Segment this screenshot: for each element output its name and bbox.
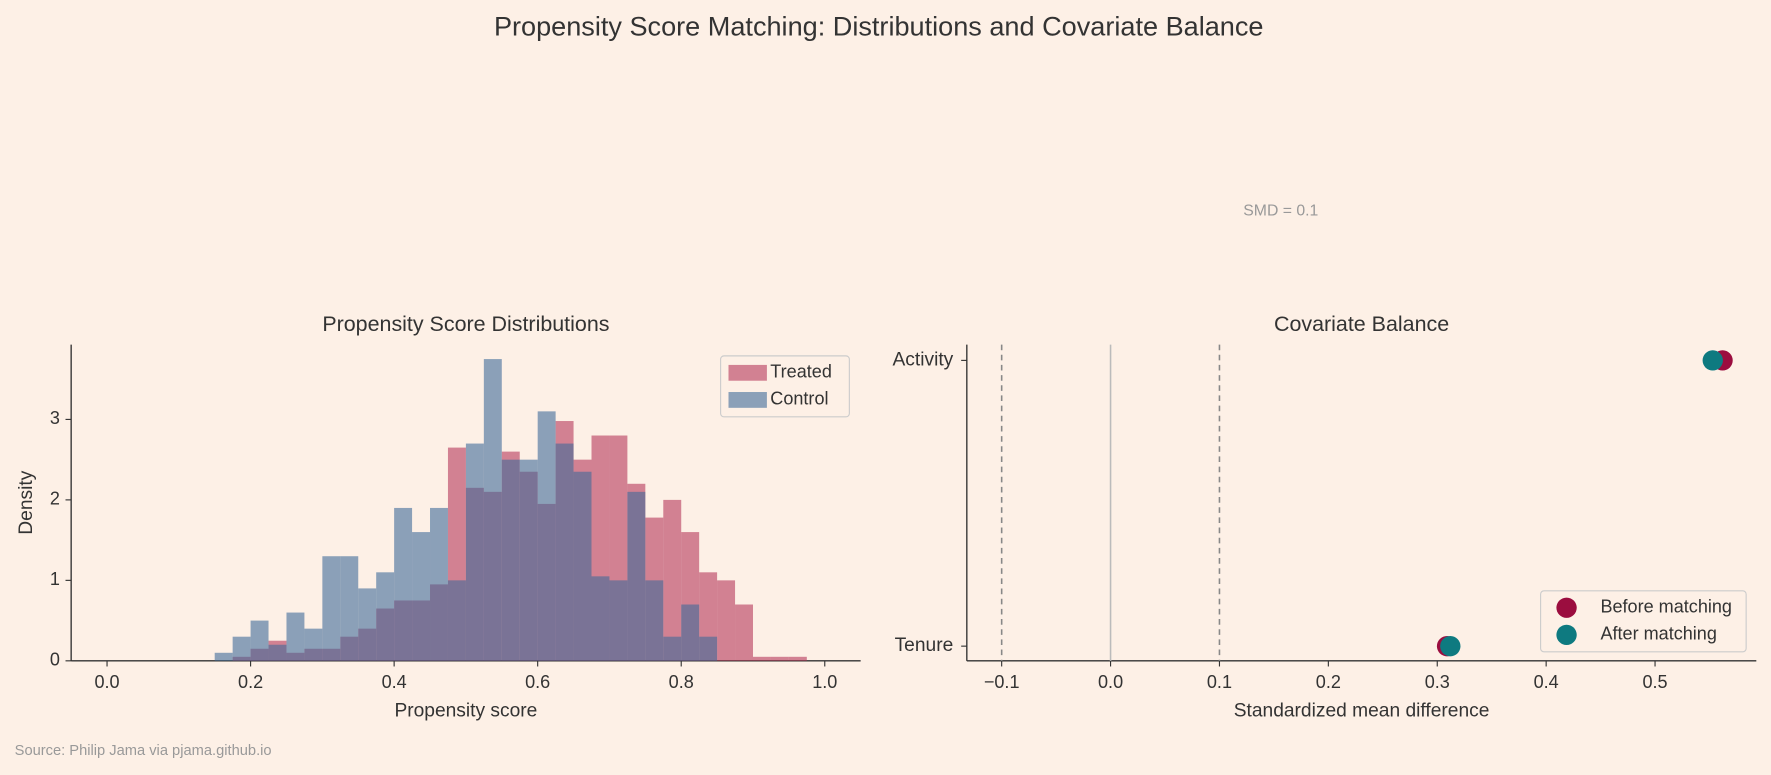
histogram-bar [501, 459, 520, 661]
histogram-bar [609, 580, 628, 661]
x-tick-label: 0.0 [1098, 672, 1123, 692]
legend-label: Before matching [1600, 597, 1732, 617]
y-tick-label: 2 [50, 489, 60, 509]
legend-label: Control [770, 389, 828, 409]
histogram-bar [286, 612, 305, 661]
source: Source: Philip Jama via pjama.github.io [15, 743, 272, 759]
legend-swatch [728, 364, 767, 381]
legend-marker [1556, 624, 1577, 646]
histogram-bar [358, 588, 377, 661]
legend-marker [1556, 597, 1577, 618]
x-tick-label: 0.0 [94, 672, 119, 692]
x-axis-title: Propensity score [394, 701, 537, 722]
x-tick-label: 0.1 [1207, 672, 1232, 692]
x-tick-label: 0.6 [525, 672, 550, 692]
histogram-bar [214, 652, 233, 661]
legend-swatch [728, 392, 767, 408]
histogram-bar [681, 604, 700, 661]
histogram-bar [304, 628, 323, 661]
y-tick-label: 1 [50, 569, 60, 589]
histogram-bar [322, 556, 341, 661]
histogram-bar [232, 636, 251, 661]
histogram-bar [699, 636, 718, 661]
x-tick-label: 0.3 [1425, 672, 1450, 692]
histogram-bar [519, 459, 538, 661]
histogram-bar [717, 580, 736, 661]
histogram-bar [250, 620, 269, 661]
x-axis-title: Standardized mean difference [1234, 701, 1490, 722]
dot [1440, 635, 1461, 657]
legend-box [1540, 590, 1747, 653]
histogram-bar [735, 604, 753, 661]
y-tick-label: 3 [50, 408, 60, 428]
histogram-bar [537, 411, 556, 661]
histogram-bar [394, 507, 413, 661]
histogram-bar [430, 507, 448, 661]
histogram-bar [340, 556, 359, 661]
x-tick-label: 0.4 [382, 672, 407, 692]
histogram-bar [770, 656, 789, 661]
x-tick-label: 0.5 [1642, 672, 1667, 692]
x-tick-label: 1.0 [812, 672, 837, 692]
legend-label: Treated [770, 362, 832, 382]
histogram-bar [627, 491, 646, 661]
histogram-bar [483, 359, 502, 661]
x-tick-label: −0.1 [984, 672, 1020, 692]
histogram-bar [465, 443, 484, 661]
histogram-bar [555, 443, 574, 661]
histogram-bar [788, 656, 807, 661]
chart-title: Covariate Balance [1274, 312, 1449, 336]
x-tick-label: 0.2 [1316, 672, 1341, 692]
y-axis-title: Density [16, 470, 37, 534]
histogram-bar [573, 471, 592, 661]
histogram-bar [645, 580, 664, 661]
x-tick-label: 0.4 [1534, 672, 1559, 692]
histogram-bar [591, 576, 610, 661]
x-tick-label: 0.2 [238, 672, 263, 692]
chart-title: Propensity Score Distributions [322, 312, 609, 336]
histogram-bar [663, 636, 682, 661]
figure-title: Propensity Score Matching: Distributions… [494, 10, 1264, 41]
histogram-bar [663, 499, 682, 661]
y-tick-label: 0 [50, 650, 60, 670]
y-tick-label: Tenure [895, 635, 954, 656]
histogram-bar [752, 656, 771, 661]
dot [1702, 350, 1723, 371]
histogram-bar [376, 572, 395, 661]
histogram-bar [447, 580, 466, 661]
histogram-bar [268, 644, 287, 661]
x-tick-label: 0.8 [669, 672, 694, 692]
y-tick-label: Activity [892, 349, 953, 370]
legend-label: After matching [1600, 624, 1716, 644]
histogram-bar [412, 532, 431, 661]
annotation: SMD = 0.1 [1243, 202, 1318, 219]
